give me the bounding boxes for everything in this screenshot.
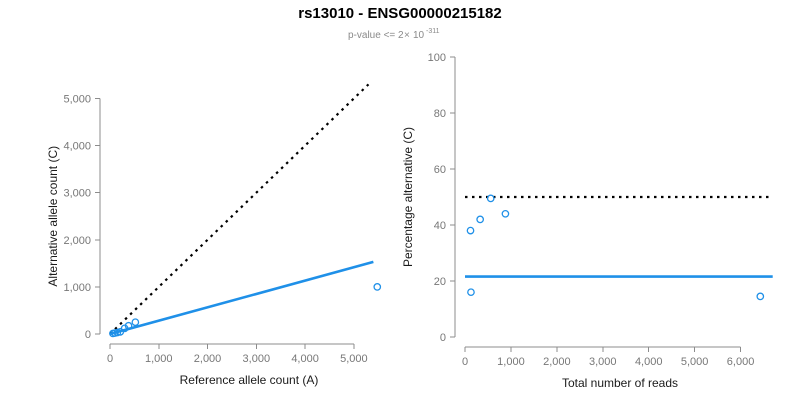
x-tick-label: 0: [462, 356, 468, 368]
y-axis-label: Alternative allele count (C): [46, 146, 60, 287]
chart-allele-counts: 0 1,000 2,000 3,000 4,000 5,000 0 1,000 2,000 3,0…: [46, 83, 382, 387]
subtitle-prefix: p-value <= 2: [348, 30, 404, 41]
x-tick-label: 3,000: [243, 353, 271, 365]
x-tick-label: 5,000: [340, 353, 368, 365]
subtitle-multiply-symbol: ×: [404, 30, 410, 41]
data-point: [131, 318, 140, 327]
data-point: [373, 283, 382, 291]
data-point: [467, 288, 475, 297]
y-tick-label: 3,000: [63, 188, 91, 200]
x-tick-label: 1,000: [145, 353, 173, 365]
y-tick-label: 5,000: [63, 93, 91, 105]
y-tick-label: 40: [434, 220, 446, 232]
y-tick-label: 0: [85, 329, 91, 341]
y-tick-label: 4,000: [63, 141, 91, 153]
y-tick-label: 1,000: [63, 282, 91, 294]
y-tick-label: 0: [440, 332, 446, 344]
x-tick-label: 0: [107, 353, 113, 365]
x-tick-label: 2,000: [194, 353, 222, 365]
y-tick-label: 100: [428, 52, 446, 64]
x-tick-label: 5,000: [681, 356, 709, 368]
subtitle-base: 10: [413, 30, 425, 41]
x-tick-label: 4,000: [291, 353, 319, 365]
x-tick-label: 1,000: [497, 356, 525, 368]
y-tick-label: 20: [434, 276, 446, 288]
y-axis: 0 20 40 60 80 100: [428, 52, 456, 344]
x-axis-label: Total number of reads: [562, 376, 678, 390]
x-axis-label: Reference allele count (A): [180, 373, 319, 387]
page-title: rs13010 - ENSG00000215182: [298, 5, 502, 22]
x-axis: 0 1,000 2,000 3,000 4,000 5,000: [107, 343, 368, 365]
subtitle-exponent: -311: [426, 28, 440, 35]
series-line-regression-fit: [109, 260, 374, 336]
data-point: [756, 292, 765, 301]
y-tick-label: 2,000: [63, 235, 91, 247]
x-tick-label: 2,000: [543, 356, 571, 368]
y-axis: 0 1,000 2,000 3,000 4,000 5,000: [63, 93, 101, 341]
chart-percentage-alternative: 0 20 40 60 80 100 0 1,000 2,000 3,000 4,000 5,000 6,…: [401, 52, 773, 390]
x-tick-label: 4,000: [635, 356, 663, 368]
subtitle: p-value <= 2 × 10 -311: [348, 28, 440, 41]
y-axis-label: Percentage alternative (C): [401, 127, 415, 267]
data-point: [486, 194, 495, 203]
y-tick-label: 60: [434, 164, 446, 176]
data-point: [476, 215, 485, 224]
data-point: [501, 209, 510, 218]
x-tick-label: 6,000: [727, 356, 755, 368]
x-axis: 0 1,000 2,000 3,000 4,000 5,000 6,000: [462, 346, 755, 368]
data-point: [124, 321, 133, 330]
y-tick-label: 80: [434, 108, 446, 120]
x-tick-label: 3,000: [589, 356, 617, 368]
data-point: [466, 226, 475, 235]
